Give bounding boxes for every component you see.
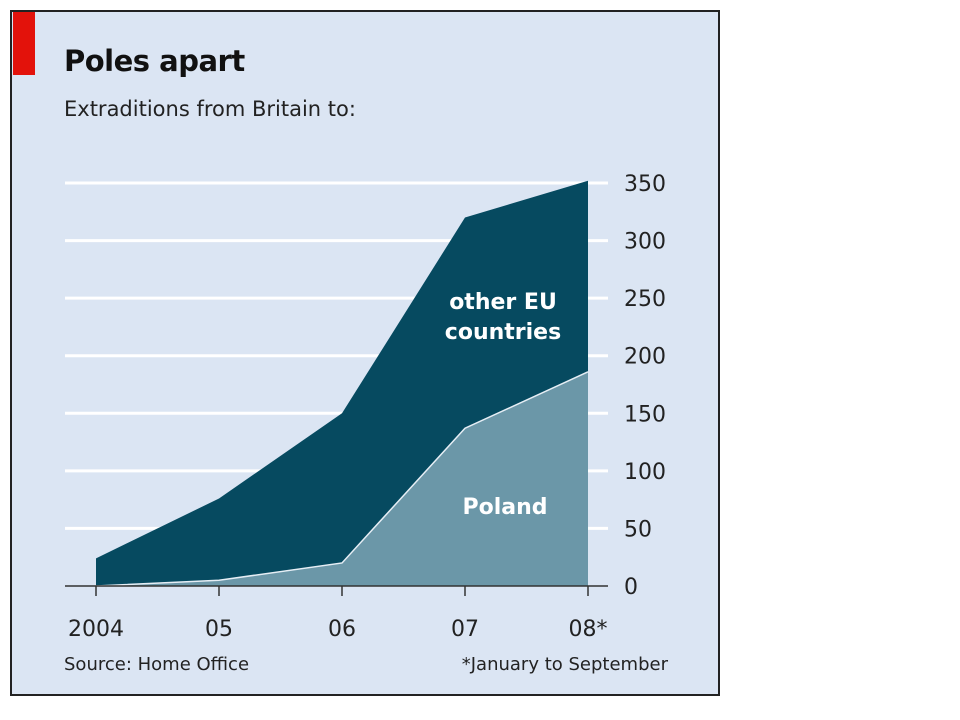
x-tick-label: 08* [569, 617, 608, 642]
x-tick-label: 06 [328, 617, 356, 642]
series-label-other-eu-line1: other EU [449, 290, 557, 315]
y-tick-label: 350 [624, 172, 666, 197]
y-tick-label: 0 [624, 575, 638, 600]
y-tick-label: 150 [624, 402, 666, 427]
y-tick-label: 50 [624, 517, 652, 542]
brand-red-bar [13, 12, 35, 75]
footnote: *January to September [461, 654, 668, 675]
x-tick-label: 07 [451, 617, 479, 642]
area-poland [96, 371, 588, 586]
x-tick-label: 2004 [68, 617, 124, 642]
y-tick-label: 200 [624, 345, 666, 370]
source-note: Source: Home Office [64, 654, 250, 675]
series-label-other-eu-line2: countries [445, 320, 561, 345]
poland-boundary-line [95, 371, 589, 587]
chart-title: Poles apart [64, 44, 245, 78]
series-label-poland: Poland [462, 495, 547, 520]
area-other-eu [96, 180, 588, 586]
y-tick-label: 250 [624, 287, 666, 312]
y-tick-label: 100 [624, 460, 666, 485]
x-tick-label: 05 [205, 617, 233, 642]
y-tick-label: 300 [624, 230, 666, 255]
chart-subtitle: Extraditions from Britain to: [64, 97, 356, 121]
